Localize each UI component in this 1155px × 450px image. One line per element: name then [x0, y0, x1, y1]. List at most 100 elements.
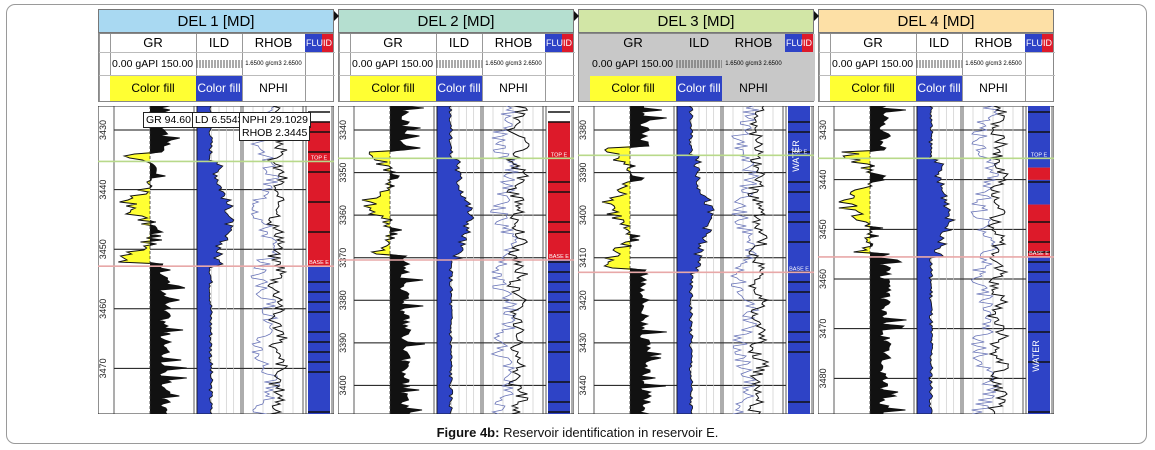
log-tracks: 3380339034003410342034303440WATERTOP EBA…: [578, 106, 814, 414]
header-col-divider: [305, 34, 306, 101]
header-col-divider: [1025, 34, 1026, 101]
fluid-zone-hydrocarbon: [308, 121, 330, 267]
header-row-divider: [339, 52, 575, 53]
depth-tick-label: 3480: [818, 368, 828, 388]
header-row-divider: [99, 75, 335, 76]
well-separator: [814, 11, 819, 21]
fluid-zone-water: [788, 106, 810, 414]
header-col-divider: [482, 34, 483, 101]
ild-fill-legend: Color fill: [436, 76, 482, 101]
fluid-zone-hydrocarbon: [1028, 204, 1050, 257]
top-marker-label: TOP E: [311, 155, 328, 161]
header-col-divider: [962, 34, 963, 101]
nphi-label: NPHI: [259, 81, 288, 95]
top-marker-label: TOP E: [551, 152, 568, 158]
gr-shale-fill: [150, 106, 187, 414]
gr-scale: 0.00 gAPI 150.00: [832, 58, 914, 70]
depth-tick-label: 3410: [578, 248, 588, 268]
gr-curve: [838, 106, 907, 414]
well-title: DEL 3 [MD]: [578, 9, 814, 33]
top-marker-label: TOP E: [1031, 152, 1048, 158]
gr-curve: [601, 106, 667, 414]
header-row-divider: [819, 52, 1055, 53]
fluid-label: FLUID: [545, 34, 573, 52]
gr-label: GR: [143, 35, 163, 50]
well-3: DEL 3 [MD] GR ILD RHOB FLUID 0.00 gAPI 150.00…: [578, 9, 815, 414]
depth-tick-label: 3470: [98, 358, 108, 378]
nphi-curve: [970, 106, 1000, 414]
nphi-curve: [729, 106, 760, 414]
rhob-readout: RHOB 2.3445: [239, 126, 311, 141]
track-header: GR ILD RHOB FLUID 0.00 gAPI 150.00 1.6500 g/c…: [818, 33, 1055, 102]
header-col-divider: [99, 34, 100, 101]
depth-tick-label: 3390: [338, 333, 348, 353]
gr-scale: 0.00 gAPI 150.00: [352, 58, 434, 70]
well-title: DEL 1 [MD]: [98, 9, 334, 33]
gr-label: GR: [383, 35, 403, 50]
nphi-label: NPHI: [499, 81, 528, 95]
depth-tick-label: 3400: [578, 205, 588, 225]
depth-tick-label: 3460: [818, 269, 828, 289]
fluid-label: FLUID: [1025, 34, 1053, 52]
log-tracks: 3340 3350 3360 3370 3380 3390 3400 TOP E BASE E: [338, 106, 574, 414]
base-marker-label: BASE E: [549, 254, 569, 260]
gr-curve: [118, 106, 187, 414]
gr-shale-fill: [870, 106, 907, 414]
gr-scale: 0.00 gAPI 150.00: [592, 58, 674, 70]
rhob-label: RHOB: [974, 35, 1013, 50]
header-row-divider: [339, 75, 575, 76]
depth-tick-label: 3450: [818, 219, 828, 239]
gr-sand-fill: [602, 106, 630, 414]
caption-text: Reservoir identification in reservoir E.: [499, 425, 719, 440]
rhob-scale: 1.6500 g/cm3 2.6500: [725, 61, 782, 67]
ild-curve: [916, 106, 957, 414]
gr-scale: 0.00 gAPI 150.00: [112, 58, 194, 70]
gr-fill-legend: Color fill: [110, 76, 196, 101]
track-header: GR ILD RHOB FLUID 0.00 gAPI 150.00 1.6500 g/c…: [338, 33, 575, 102]
fluid-zone-hydrocarbon: [1028, 167, 1050, 180]
ild-label: ILD: [448, 35, 470, 50]
fluid-zone-hydrocarbon: [548, 121, 570, 261]
header-col-divider: [339, 34, 340, 101]
track-header: GR ILD RHOB FLUID 0.00 gAPI 150.00 1.6500 g/c…: [578, 33, 815, 102]
gr-shale-fill: [390, 106, 425, 414]
depth-tick-label: 3360: [338, 205, 348, 225]
ild-label: ILD: [688, 35, 710, 50]
caption-label: Figure 4b:: [436, 425, 500, 440]
rhob-curve: [265, 106, 289, 414]
well-title: DEL 2 [MD]: [338, 9, 574, 33]
rhob-curve: [986, 106, 1010, 414]
ild-curve: [196, 106, 235, 414]
header-col-divider: [242, 34, 243, 101]
nphi-label: NPHI: [739, 81, 768, 95]
rhob-label: RHOB: [494, 35, 533, 50]
well-log-correlation-panel: DEL 1 [MD] GR ILD RHOB FLUID 0.00 gAPI 150.00…: [98, 9, 1056, 414]
header-col-divider: [110, 34, 111, 101]
header-col-divider: [545, 34, 546, 101]
well-separator: [334, 11, 339, 21]
nphi-curve: [250, 106, 280, 414]
ild-scale: [916, 60, 962, 68]
depth-tick-label: 3380: [578, 120, 588, 140]
rhob-label: RHOB: [254, 35, 293, 50]
depth-tick-label: 3470: [818, 319, 828, 339]
log-tracks: 3430 3440 3450 3460 3470 TOP E BASE E: [98, 106, 334, 414]
depth-tick-label: 3340: [338, 120, 348, 140]
track-header: GR ILD RHOB FLUID 0.00 gAPI 150.00 1.6500 g/c…: [98, 33, 335, 102]
depth-tick-label: 3460: [98, 299, 108, 319]
gr-fill-legend: Color fill: [350, 76, 436, 101]
gr-fill-legend: Color fill: [590, 76, 676, 101]
ild-curve: [676, 106, 715, 414]
base-marker-label: BASE E: [1029, 251, 1049, 257]
rhob-curve: [747, 106, 770, 414]
gr-shale-fill: [630, 106, 667, 414]
fluid-zone-water: [1028, 179, 1050, 205]
header-col-divider: [350, 34, 351, 101]
fluid-zone-water: [308, 266, 330, 414]
depth-tick-label: 3390: [578, 163, 588, 183]
ild-fill-legend: Color fill: [676, 76, 722, 101]
fluid-label: FLUID: [305, 34, 333, 52]
depth-tick-label: 3450: [98, 239, 108, 259]
rhob-label: RHOB: [734, 35, 773, 50]
rhob-scale: 1.6500 g/cm3 2.6500: [965, 61, 1022, 67]
